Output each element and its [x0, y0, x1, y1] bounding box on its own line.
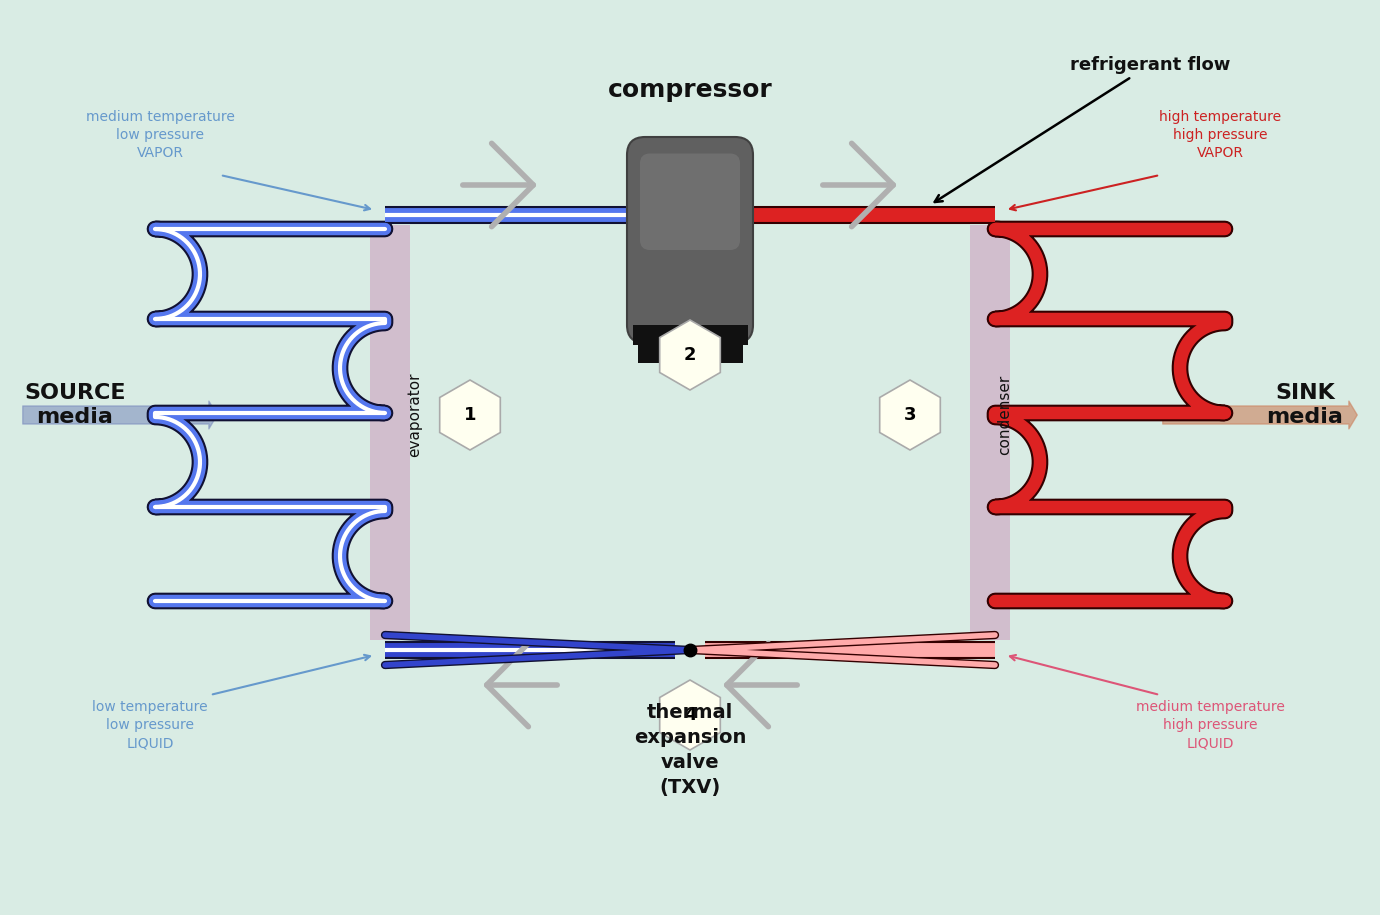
- Text: compressor: compressor: [607, 78, 773, 102]
- FancyBboxPatch shape: [627, 137, 753, 343]
- Polygon shape: [879, 380, 940, 450]
- Text: 4: 4: [683, 706, 697, 724]
- Text: 3: 3: [904, 406, 916, 424]
- FancyBboxPatch shape: [640, 154, 740, 250]
- Text: SINK
media: SINK media: [1267, 383, 1344, 426]
- Text: medium temperature
high pressure
LIQUID: medium temperature high pressure LIQUID: [1136, 700, 1285, 750]
- Text: refrigerant flow: refrigerant flow: [934, 56, 1231, 202]
- Text: 1: 1: [464, 406, 476, 424]
- Text: medium temperature
low pressure
VAPOR: medium temperature low pressure VAPOR: [86, 110, 235, 160]
- Polygon shape: [440, 380, 501, 450]
- Text: condenser: condenser: [998, 375, 1013, 455]
- Text: thermal
expansion
valve
(TXV): thermal expansion valve (TXV): [633, 703, 747, 797]
- FancyArrowPatch shape: [23, 401, 217, 429]
- Bar: [638, 345, 660, 363]
- Polygon shape: [660, 320, 720, 390]
- Text: high temperature
high pressure
VAPOR: high temperature high pressure VAPOR: [1159, 110, 1281, 160]
- Text: low temperature
low pressure
LIQUID: low temperature low pressure LIQUID: [92, 700, 208, 750]
- Bar: [970, 225, 1010, 640]
- FancyArrowPatch shape: [1163, 401, 1357, 429]
- Text: SOURCE
media: SOURCE media: [25, 383, 126, 426]
- Polygon shape: [660, 680, 720, 750]
- Bar: [720, 345, 742, 363]
- Text: 2: 2: [683, 346, 697, 364]
- Text: evaporator: evaporator: [407, 372, 422, 458]
- FancyBboxPatch shape: [632, 325, 748, 345]
- Bar: [370, 225, 410, 640]
